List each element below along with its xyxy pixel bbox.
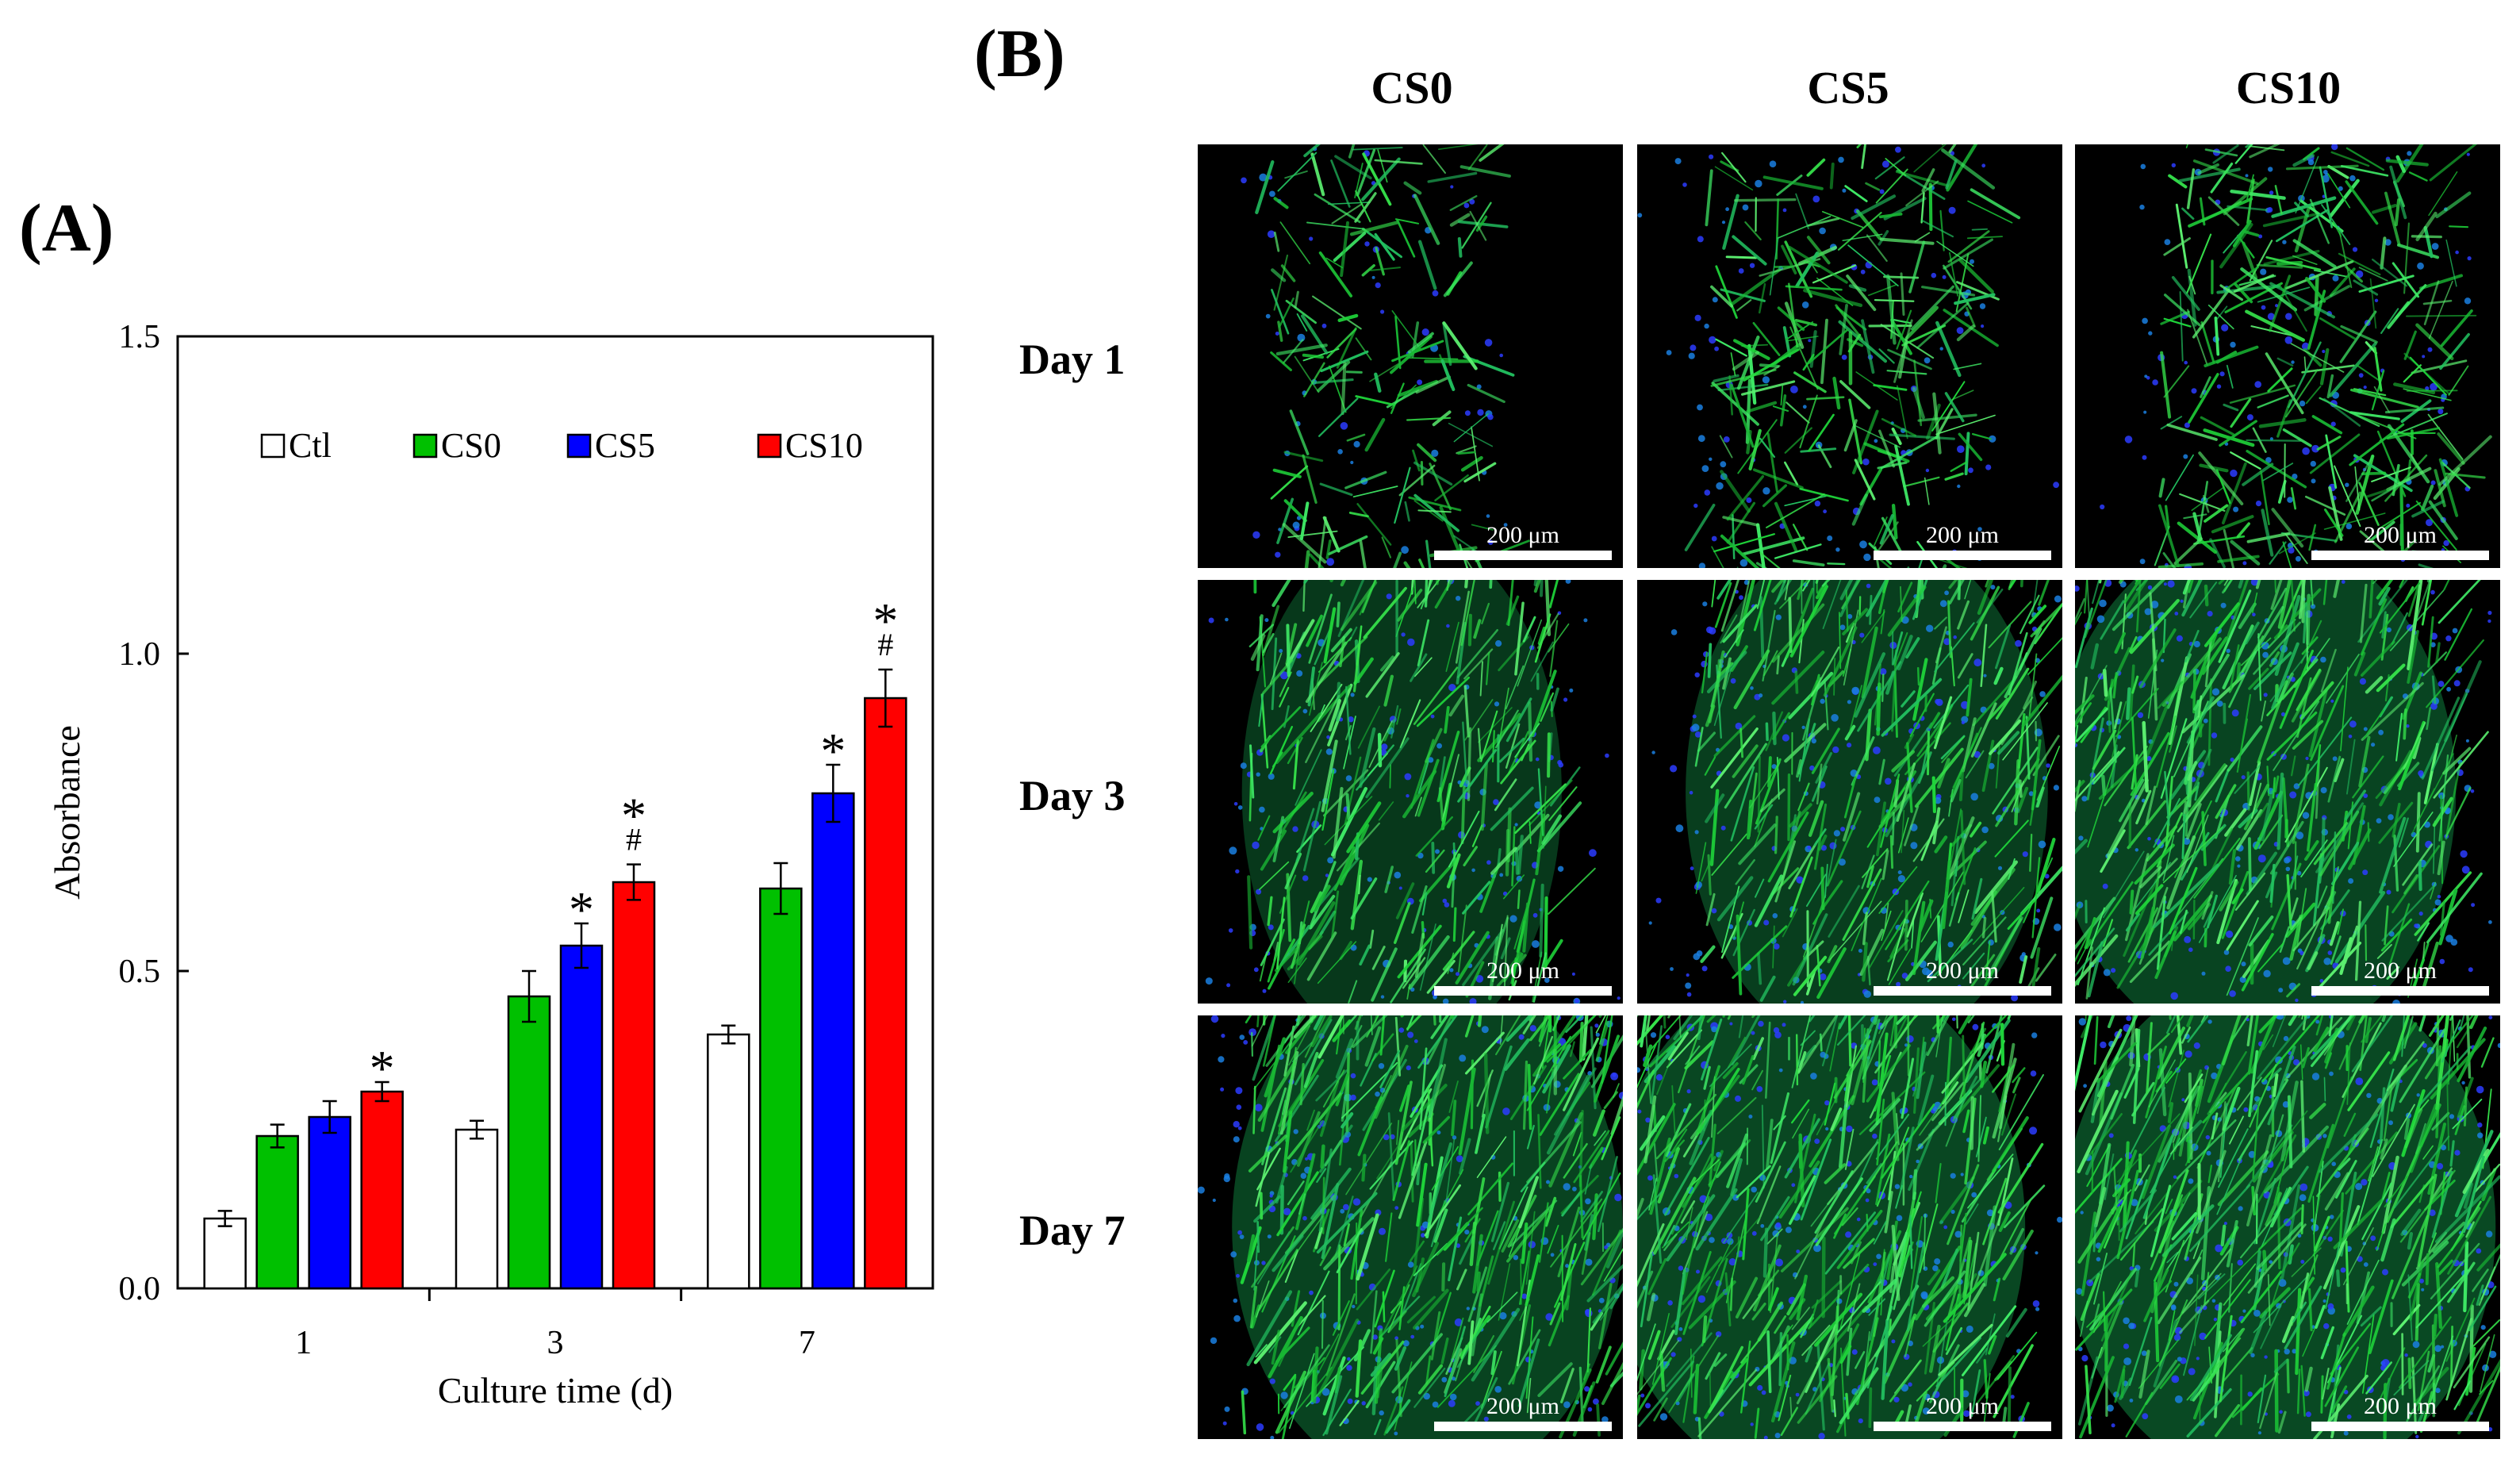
bar-cs5-day-7	[811, 792, 855, 1290]
micrograph-cs10-day-7: 200 μm	[2075, 1015, 2500, 1439]
y-tick-label: 1.5	[119, 319, 161, 355]
micrograph-texture	[1648, 580, 2062, 1004]
scale-bar-label: 200 μm	[1926, 1393, 1999, 1419]
scale-bar-label: 200 μm	[1926, 522, 1999, 548]
bar-chart: 0.00.51.01.51*3*#*7*#*Ctl CS0 CS5 CS10Cultu…	[47, 319, 934, 1411]
micrograph-cs0-day-3: 200 μm	[1198, 580, 1623, 1004]
panel-label-b: (B)	[974, 15, 1065, 91]
scale-bar-label: 200 μm	[1486, 958, 1559, 984]
micrograph-texture	[1205, 580, 1621, 1004]
scale-bar-line	[1874, 551, 2051, 560]
bar-ctl-day-1	[203, 1217, 247, 1290]
panel-label-a: (A)	[19, 190, 114, 266]
bar-cs0-day-7	[759, 887, 803, 1290]
scale-bar: 200 μm	[1874, 959, 2051, 996]
y-axis-title: Absorbance	[47, 725, 87, 900]
legend-swatch-cs0	[412, 433, 438, 459]
legend-label-cs5: CS5	[595, 426, 655, 465]
scale-bar-line	[1874, 1422, 2051, 1431]
micrograph-texture	[1637, 144, 2059, 568]
y-tick-label: 0.5	[119, 954, 161, 990]
scale-bar-line	[2311, 986, 2489, 996]
plot-frame	[176, 335, 934, 1290]
scale-bar-line	[1874, 986, 2051, 996]
micrograph-cs10-day-1: 200 μm	[2075, 144, 2500, 568]
significance-star: *	[873, 593, 898, 649]
significance-star: *	[820, 723, 846, 779]
bar-cs5-day-3	[559, 944, 604, 1290]
micrograph-texture	[1241, 144, 1530, 568]
scale-bar-line	[1434, 986, 1612, 996]
x-tick-label: 3	[547, 1325, 564, 1361]
micrograph-cs5-day-1: 200 μm	[1637, 144, 2062, 568]
scale-bar: 200 μm	[1874, 1395, 2051, 1431]
y-tick-label: 0.0	[119, 1271, 161, 1307]
scale-bar-label: 200 μm	[1486, 1393, 1559, 1419]
legend-label-ctl: Ctl	[289, 426, 332, 465]
bar-ctl-day-3	[455, 1128, 499, 1290]
legend-swatch-cs10	[757, 433, 782, 459]
micrograph-texture	[2100, 144, 2492, 568]
bar-cs5-day-1	[308, 1115, 351, 1290]
x-axis-title: Culture time (d)	[438, 1370, 673, 1411]
micrograph-texture	[1198, 1015, 1623, 1439]
scale-bar: 200 μm	[2311, 524, 2489, 560]
significance-hash: #	[626, 822, 642, 858]
micrograph-cs0-day-1: 200 μm	[1198, 144, 1623, 568]
scale-bar: 200 μm	[1874, 524, 2051, 560]
significance-star: *	[569, 881, 594, 938]
micrograph-cs5-day-7: 200 μm	[1637, 1015, 2062, 1439]
x-tick-label: 7	[799, 1325, 815, 1361]
legend-label-cs0: CS0	[441, 426, 501, 465]
scale-bar-line	[2311, 551, 2489, 560]
scale-bar: 200 μm	[1434, 1395, 1612, 1431]
column-label-cs5: CS5	[1807, 62, 1889, 113]
bar-ctl-day-7	[707, 1033, 750, 1290]
scale-bar: 200 μm	[2311, 959, 2489, 996]
micrograph-cs0-day-7: 200 μm	[1198, 1015, 1623, 1439]
scale-bar-line	[1434, 1422, 1612, 1431]
y-tick-label: 1.0	[119, 636, 161, 673]
scale-bar-line	[1434, 551, 1612, 560]
micrograph-cs10-day-3: 200 μm	[2075, 580, 2500, 1004]
scale-bar: 200 μm	[2311, 1395, 2489, 1431]
significance-star: *	[621, 788, 646, 844]
scale-bar-line	[2311, 1422, 2489, 1431]
micrograph-cs5-day-3: 200 μm	[1637, 580, 2062, 1004]
bar-cs0-day-3	[507, 995, 551, 1290]
bar-cs10-day-1	[360, 1090, 404, 1290]
scale-bar: 200 μm	[1434, 524, 1612, 560]
column-label-cs10: CS10	[2235, 62, 2342, 113]
scale-bar-label: 200 μm	[1486, 522, 1559, 548]
scale-bar: 200 μm	[1434, 959, 1612, 996]
row-label-day-3: Day 3	[1019, 772, 1126, 819]
row-label-day-7: Day 7	[1019, 1207, 1126, 1254]
scale-bar-label: 200 μm	[2364, 958, 2437, 984]
legend-swatch-cs5	[566, 433, 592, 459]
significance-hash: #	[877, 627, 893, 662]
row-label-day-1: Day 1	[1019, 336, 1126, 383]
bar-cs10-day-3	[612, 881, 656, 1290]
bar-cs10-day-7	[864, 697, 907, 1290]
micrograph-texture	[2075, 580, 2492, 1004]
micrograph-texture	[2075, 1015, 2500, 1439]
x-tick-label: 1	[295, 1325, 312, 1361]
legend-label-cs10: CS10	[785, 426, 863, 465]
micrograph-texture	[1637, 1015, 2062, 1439]
legend-swatch-ctl	[260, 433, 286, 459]
significance-star: *	[370, 1040, 395, 1096]
column-label-cs0: CS0	[1371, 62, 1453, 113]
scale-bar-label: 200 μm	[1926, 958, 1999, 984]
bar-cs0-day-1	[255, 1134, 299, 1290]
scale-bar-label: 200 μm	[2364, 1393, 2437, 1419]
scale-bar-label: 200 μm	[2364, 522, 2437, 548]
